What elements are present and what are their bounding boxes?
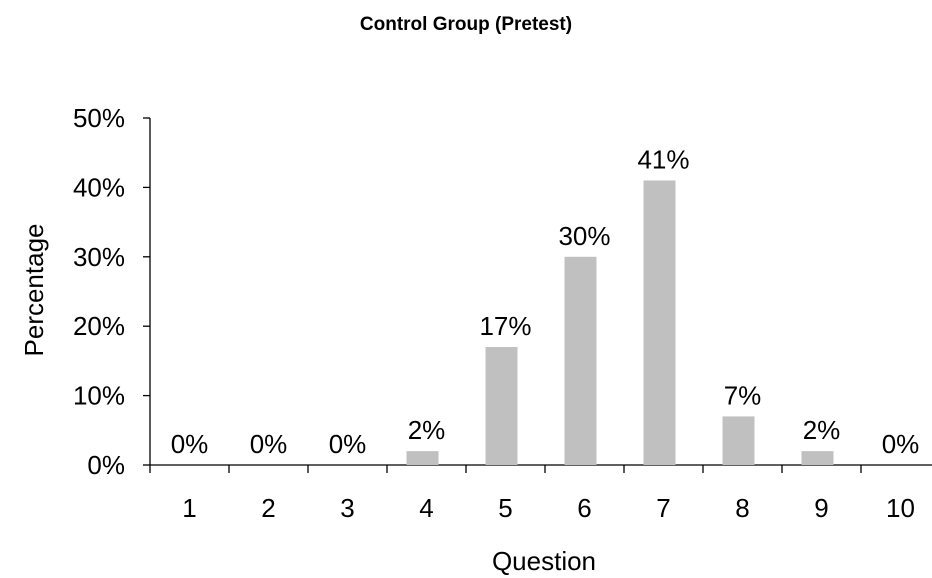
bar bbox=[406, 451, 439, 465]
x-tick-label: 1 bbox=[182, 493, 196, 523]
x-tick-label: 3 bbox=[340, 493, 354, 523]
data-label: 7% bbox=[724, 380, 762, 410]
data-label: 17% bbox=[479, 311, 531, 341]
x-tick-label: 2 bbox=[261, 493, 275, 523]
data-label: 0% bbox=[171, 429, 209, 459]
y-tick-label: 10% bbox=[73, 381, 125, 411]
x-axis-label: Question bbox=[492, 546, 596, 576]
bar bbox=[801, 451, 834, 465]
bar bbox=[485, 347, 518, 465]
data-label: 30% bbox=[558, 221, 610, 251]
chart-title: Control Group (Pretest) bbox=[360, 14, 572, 35]
x-tick-label: 5 bbox=[498, 493, 512, 523]
x-tick-label: 9 bbox=[814, 493, 828, 523]
x-tick-label: 6 bbox=[577, 493, 591, 523]
plot-area: 0%10%20%30%40%50%0%10%20%32%417%530%641%… bbox=[73, 103, 932, 523]
bar bbox=[564, 256, 597, 465]
y-tick-label: 50% bbox=[73, 103, 125, 133]
y-axis-label: Percentage bbox=[19, 224, 49, 357]
y-tick-label: 0% bbox=[87, 450, 125, 480]
x-tick-label: 10 bbox=[886, 493, 915, 523]
data-label: 2% bbox=[803, 415, 841, 445]
data-label: 0% bbox=[882, 429, 920, 459]
data-label: 41% bbox=[637, 144, 689, 174]
x-tick-label: 7 bbox=[656, 493, 670, 523]
bar bbox=[722, 416, 755, 465]
y-tick-label: 30% bbox=[73, 242, 125, 272]
y-tick-label: 40% bbox=[73, 172, 125, 202]
x-tick-label: 4 bbox=[419, 493, 433, 523]
x-tick-label: 8 bbox=[735, 493, 749, 523]
data-label: 0% bbox=[329, 429, 367, 459]
data-label: 2% bbox=[408, 415, 446, 445]
y-tick-label: 20% bbox=[73, 311, 125, 341]
data-label: 0% bbox=[250, 429, 288, 459]
bar bbox=[643, 180, 676, 465]
